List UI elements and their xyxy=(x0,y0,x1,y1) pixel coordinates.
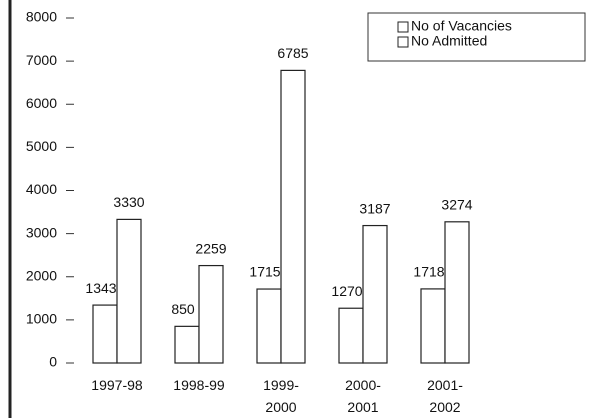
value-label: 6785 xyxy=(277,45,308,61)
y-tick-label: 1000 xyxy=(26,311,57,327)
y-tick-label: 7000 xyxy=(26,52,57,68)
bar xyxy=(116,218,142,364)
legend-label: No Admitted xyxy=(411,33,487,49)
bar xyxy=(420,288,446,364)
y-tick-label: 8000 xyxy=(26,9,57,25)
value-label: 3187 xyxy=(359,200,390,216)
x-tick-label: 2001- 2002 xyxy=(427,377,463,415)
value-label: 850 xyxy=(171,301,195,317)
value-label: 1270 xyxy=(331,283,362,299)
bar xyxy=(256,288,282,364)
x-tick-label: 2000- 2001 xyxy=(345,377,381,415)
value-label: 2259 xyxy=(195,240,226,256)
bar xyxy=(338,307,364,364)
bar xyxy=(174,325,200,364)
value-label: 3274 xyxy=(441,197,472,213)
bar xyxy=(362,224,388,364)
x-tick-label: 1997-98 xyxy=(91,377,143,393)
y-tick-label: 3000 xyxy=(26,224,57,240)
y-tick-label: 5000 xyxy=(26,138,57,154)
x-tick-label: 1998-99 xyxy=(173,377,225,393)
value-label: 1718 xyxy=(413,264,444,280)
bar xyxy=(198,264,224,364)
value-label: 3330 xyxy=(113,194,144,210)
legend-swatch xyxy=(397,21,409,33)
legend-label: No of Vacancies xyxy=(411,18,512,34)
value-label: 1715 xyxy=(249,264,280,280)
bar xyxy=(280,69,306,364)
y-tick-label: 0 xyxy=(49,354,57,370)
y-tick-label: 6000 xyxy=(26,95,57,111)
legend-swatch xyxy=(397,36,409,48)
y-tick-label: 4000 xyxy=(26,181,57,197)
y-tick-label: 2000 xyxy=(26,267,57,283)
bar xyxy=(444,221,470,364)
bar xyxy=(92,304,118,364)
x-tick-label: 1999- 2000 xyxy=(263,377,299,415)
value-label: 1343 xyxy=(85,280,116,296)
